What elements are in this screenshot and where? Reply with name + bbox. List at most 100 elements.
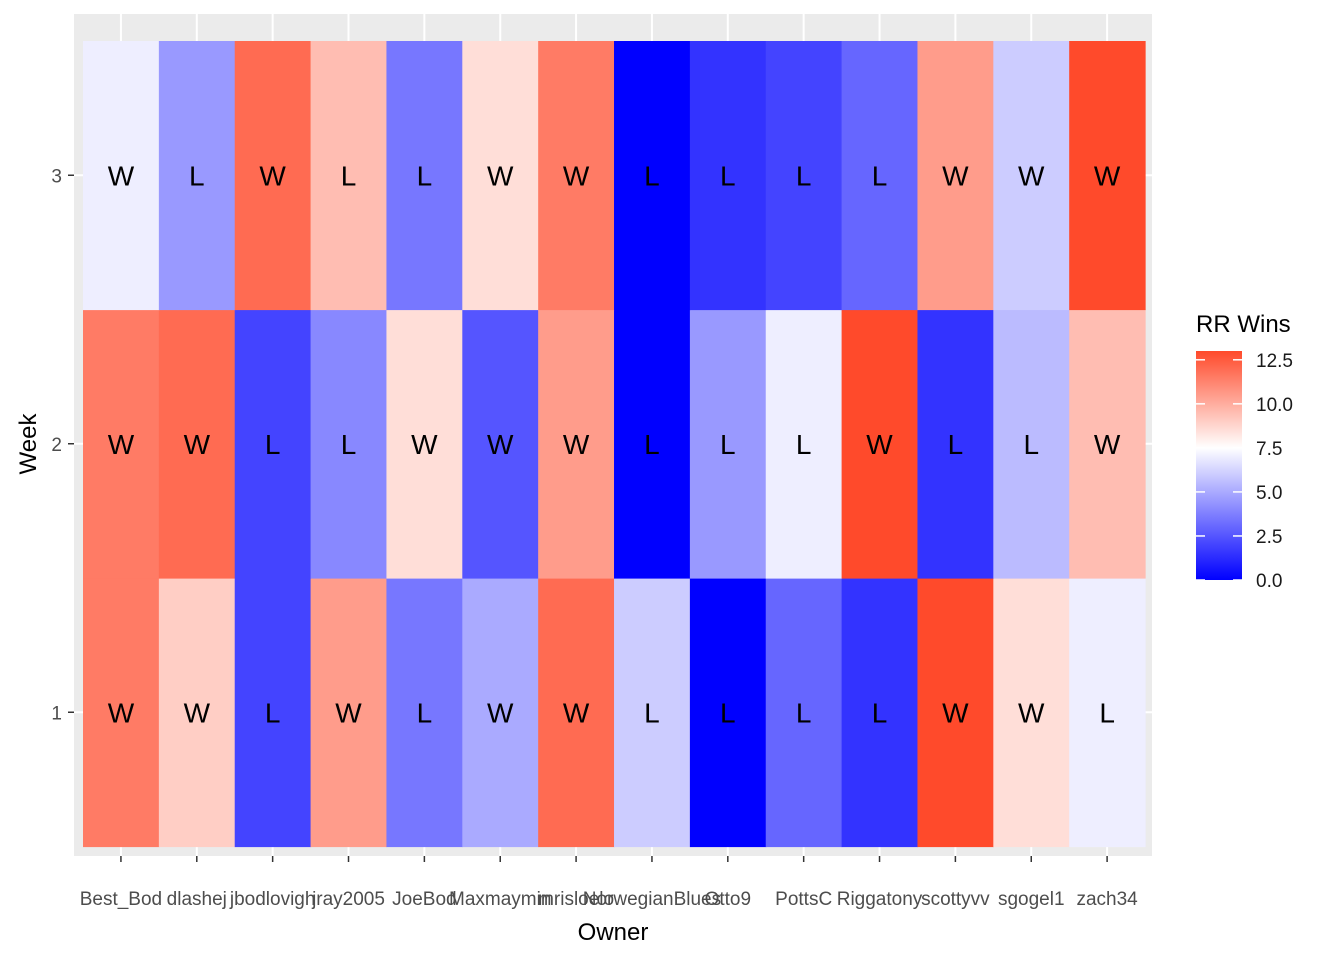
cell-label: W xyxy=(108,160,135,191)
heatmap-cell xyxy=(386,41,463,311)
legend-tick-label: 10.0 xyxy=(1256,395,1293,416)
heatmap-cell xyxy=(765,578,843,848)
cell-label: L xyxy=(1099,697,1115,728)
cell-label: L xyxy=(796,429,812,460)
heatmap-cell xyxy=(538,41,615,311)
cell-label: W xyxy=(1094,429,1121,460)
cell-label: W xyxy=(487,697,514,728)
cell-label: L xyxy=(948,429,964,460)
cell-label: L xyxy=(644,160,660,191)
heatmap-cell xyxy=(83,41,160,311)
x-tick-label: PottsC xyxy=(775,889,832,910)
cell-label: W xyxy=(184,697,211,728)
heatmap-cell xyxy=(1069,578,1146,848)
heatmap-cell xyxy=(310,41,388,311)
heatmap-cell xyxy=(765,309,843,579)
cell-label: W xyxy=(1094,160,1121,191)
cell-label: L xyxy=(417,160,433,191)
legend-tick-label: 5.0 xyxy=(1256,483,1282,504)
cell-label: W xyxy=(259,160,286,191)
heatmap-cell xyxy=(462,41,539,311)
heatmap-cell xyxy=(310,578,388,848)
cell-label: W xyxy=(487,429,514,460)
y-tick-label: 2 xyxy=(51,435,62,456)
heatmap-cell xyxy=(1069,309,1146,579)
x-tick-label: Otto9 xyxy=(705,889,751,910)
cell-label: W xyxy=(411,429,438,460)
cell-label: L xyxy=(417,697,433,728)
heatmap-cell xyxy=(689,578,767,848)
cell-label: L xyxy=(644,429,660,460)
cell-label: L xyxy=(265,697,281,728)
cell-label: W xyxy=(563,429,590,460)
cell-label: W xyxy=(866,429,893,460)
heatmap-cell xyxy=(765,41,843,311)
cell-label: L xyxy=(796,697,812,728)
cell-label: L xyxy=(341,160,357,191)
heatmap-cell xyxy=(234,41,312,311)
x-tick-label: Riggatony xyxy=(837,889,923,910)
x-tick-label: JoeBod xyxy=(392,889,456,910)
heatmap-cell xyxy=(158,578,236,848)
cell-label: W xyxy=(1018,697,1045,728)
cell-label: L xyxy=(1023,429,1039,460)
legend: RR Wins 0.0 2.5 5.0 7.5 10.0 12.5 xyxy=(1196,311,1293,592)
heatmap-cell xyxy=(993,41,1070,311)
cell-label: W xyxy=(335,697,362,728)
x-tick-label: Maxmaymin xyxy=(449,889,551,910)
heatmap-cell xyxy=(538,309,615,579)
heatmap-cell xyxy=(917,41,994,311)
y-axis-title: Week xyxy=(15,413,42,475)
legend-colorbar xyxy=(1196,351,1242,580)
heatmap-cell xyxy=(158,41,236,311)
x-tick-label: dlashej xyxy=(167,889,227,910)
x-tick-label: mrisloelo xyxy=(538,889,614,910)
cell-label: L xyxy=(720,429,736,460)
heatmap-cell xyxy=(689,41,767,311)
heatmap-cell xyxy=(689,309,767,579)
heatmap-cell xyxy=(538,578,615,848)
heatmap-cell xyxy=(83,309,160,579)
cell-label: W xyxy=(487,160,514,191)
cell-label: W xyxy=(1018,160,1045,191)
legend-ticks: 0.0 2.5 5.0 7.5 10.0 12.5 xyxy=(1196,351,1293,592)
cell-labels: W W L W L W W L L L L W W L W W L L W W W L L L W L L W W L W L L W W L L L L W… xyxy=(108,160,1121,728)
heatmap-cell xyxy=(841,41,919,311)
heatmap-cell xyxy=(614,41,691,311)
cell-label: W xyxy=(942,697,969,728)
x-tick-label: NorwegianBlues xyxy=(583,889,721,910)
legend-tick-label: 0.0 xyxy=(1256,571,1282,592)
cell-label: L xyxy=(872,697,888,728)
cell-label: L xyxy=(720,160,736,191)
y-tick-label: 3 xyxy=(51,166,62,187)
heatmap-cell xyxy=(310,309,388,579)
heatmap-cells xyxy=(83,41,1146,848)
x-tick-label: scottyvv xyxy=(921,889,990,910)
cell-label: L xyxy=(644,697,660,728)
heatmap-cell xyxy=(917,578,994,848)
heatmap-cell xyxy=(83,578,160,848)
x-tick-label: jray2005 xyxy=(311,889,385,910)
heatmap-cell xyxy=(462,309,539,579)
heatmap-cell xyxy=(386,309,463,579)
cell-label: W xyxy=(563,160,590,191)
y-tick-label: 1 xyxy=(51,703,62,724)
legend-title: RR Wins xyxy=(1196,311,1291,338)
cell-label: L xyxy=(189,160,205,191)
heatmap-cell xyxy=(462,578,539,848)
legend-tick-label: 2.5 xyxy=(1256,527,1282,548)
cell-label: W xyxy=(942,160,969,191)
cell-label: L xyxy=(341,429,357,460)
legend-tick-label: 7.5 xyxy=(1256,439,1282,460)
heatmap-cell xyxy=(234,309,312,579)
cell-label: W xyxy=(108,429,135,460)
cell-label: W xyxy=(184,429,211,460)
x-tick-label: Best_Bod xyxy=(80,889,162,910)
heatmap-cell xyxy=(841,309,919,579)
heatmap-cell xyxy=(993,578,1070,848)
heatmap-cell xyxy=(386,578,463,848)
heatmap-cell xyxy=(917,309,994,579)
heatmap-cell xyxy=(993,309,1070,579)
